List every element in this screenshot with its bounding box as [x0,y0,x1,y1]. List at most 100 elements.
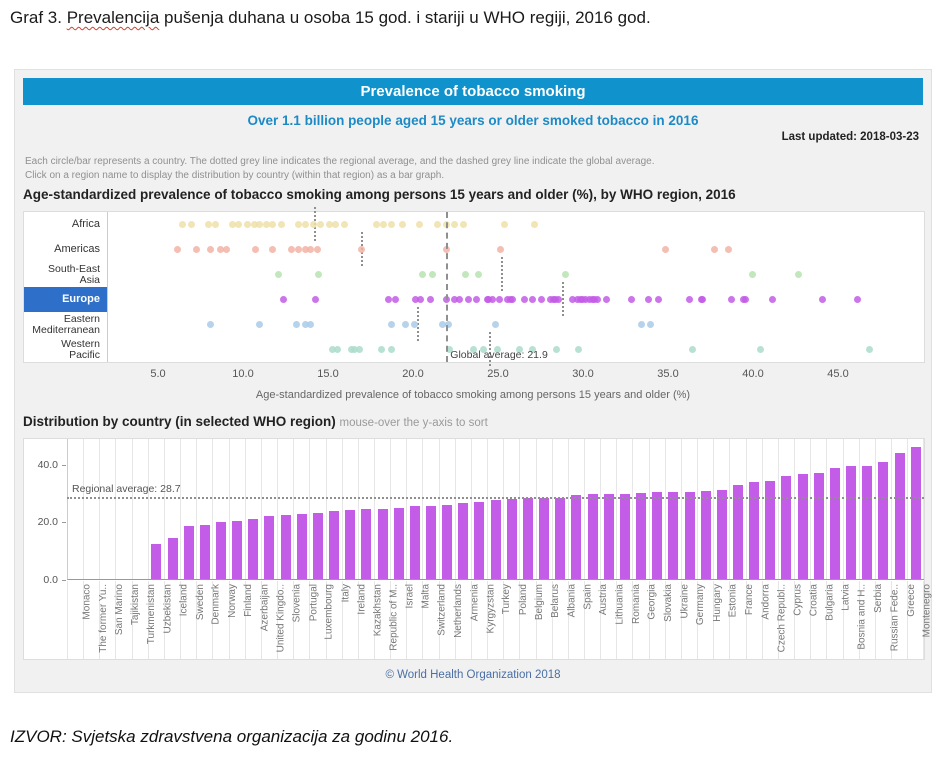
country-dot[interactable] [655,296,663,303]
country-dot[interactable] [388,221,396,228]
region-label-eastern-mediterranean[interactable]: Eastern Mediterranean [24,312,108,337]
region-label-africa[interactable]: Africa [24,212,108,237]
country-dot[interactable] [645,296,653,303]
y-tick-label[interactable]: 0.0 [43,574,58,586]
country-dot[interactable] [461,271,469,278]
country-dot[interactable] [288,246,296,253]
country-bar[interactable] [490,500,501,579]
country-dot[interactable] [568,296,576,303]
country-bar[interactable] [862,466,873,579]
country-dot[interactable] [255,321,263,328]
country-dot[interactable] [301,221,309,228]
country-dot[interactable] [475,271,483,278]
country-dot[interactable] [206,321,214,328]
country-dot[interactable] [470,346,477,353]
country-bar[interactable] [167,538,178,579]
country-dot[interactable] [442,296,450,303]
country-dot[interactable] [711,246,719,253]
country-bar[interactable] [393,507,404,579]
country-bar[interactable] [716,489,727,579]
country-dot[interactable] [243,221,251,228]
country-dot[interactable] [250,221,258,228]
country-dot[interactable] [294,246,302,253]
country-bar[interactable] [474,501,485,579]
country-dot[interactable] [685,296,693,303]
country-dot[interactable] [398,221,406,228]
country-bar[interactable] [506,499,517,579]
country-bar[interactable] [587,494,598,579]
country-dot[interactable] [187,221,195,228]
country-dot[interactable] [521,296,528,303]
country-dot[interactable] [818,296,826,303]
country-dot[interactable] [529,296,537,303]
country-bar[interactable] [781,475,792,579]
country-dot[interactable] [223,246,231,253]
country-bar[interactable] [199,525,210,579]
country-dot[interactable] [480,346,488,353]
country-dot[interactable] [628,296,636,303]
country-bar[interactable] [829,468,840,579]
country-bar[interactable] [232,520,243,579]
country-dot[interactable] [451,296,459,303]
country-dot[interactable] [553,346,561,353]
country-dot[interactable] [269,246,277,253]
region-label-europe[interactable]: Europe [24,287,108,312]
country-dot[interactable] [293,321,301,328]
country-bar[interactable] [539,498,550,579]
country-bar[interactable] [555,497,566,579]
country-dot[interactable] [594,296,602,303]
country-dot[interactable] [473,296,481,303]
country-dot[interactable] [301,321,309,328]
y-tick-label[interactable]: 20.0 [37,516,58,529]
country-bar[interactable] [442,505,453,579]
country-dot[interactable] [410,321,418,328]
country-dot[interactable] [262,221,270,228]
country-dot[interactable] [854,296,862,303]
country-dot[interactable] [211,221,219,228]
country-dot[interactable] [500,221,508,228]
country-bar[interactable] [603,493,614,579]
country-dot[interactable] [689,346,697,353]
country-bar[interactable] [377,508,388,579]
country-dot[interactable] [602,296,610,303]
country-dot[interactable] [274,271,282,278]
country-dot[interactable] [429,271,437,278]
country-dot[interactable] [442,221,450,228]
country-dot[interactable] [328,346,336,353]
country-dot[interactable] [391,296,399,303]
country-dot[interactable] [662,246,670,253]
country-dot[interactable] [427,296,435,303]
country-bar[interactable] [797,473,808,579]
country-bar[interactable] [361,509,372,579]
country-dot[interactable] [316,221,324,228]
country-bar[interactable] [215,521,226,579]
region-label-south-east-asia[interactable]: South-East Asia [24,262,108,287]
country-dot[interactable] [357,246,365,253]
country-bar[interactable] [571,495,582,579]
country-dot[interactable] [279,296,287,303]
country-bar[interactable] [409,506,420,579]
country-dot[interactable] [529,346,537,353]
country-dot[interactable] [417,296,425,303]
country-dot[interactable] [495,296,503,303]
country-bar[interactable] [813,473,824,579]
country-dot[interactable] [439,321,447,328]
country-bar[interactable] [636,493,647,579]
country-bar[interactable] [619,493,630,579]
country-bar[interactable] [910,447,921,579]
country-dot[interactable] [757,346,765,353]
country-dot[interactable] [456,296,464,303]
country-dot[interactable] [306,246,314,253]
country-dot[interactable] [724,246,732,253]
country-dot[interactable] [638,321,646,328]
country-bar[interactable] [280,515,291,579]
country-bar[interactable] [312,512,323,579]
country-bar[interactable] [248,519,259,579]
country-dot[interactable] [401,321,409,328]
country-dot[interactable] [575,346,583,353]
country-dot[interactable] [419,271,426,278]
country-bar[interactable] [684,491,695,579]
country-dot[interactable] [179,221,187,228]
country-dot[interactable] [388,346,396,353]
country-dot[interactable] [646,321,654,328]
